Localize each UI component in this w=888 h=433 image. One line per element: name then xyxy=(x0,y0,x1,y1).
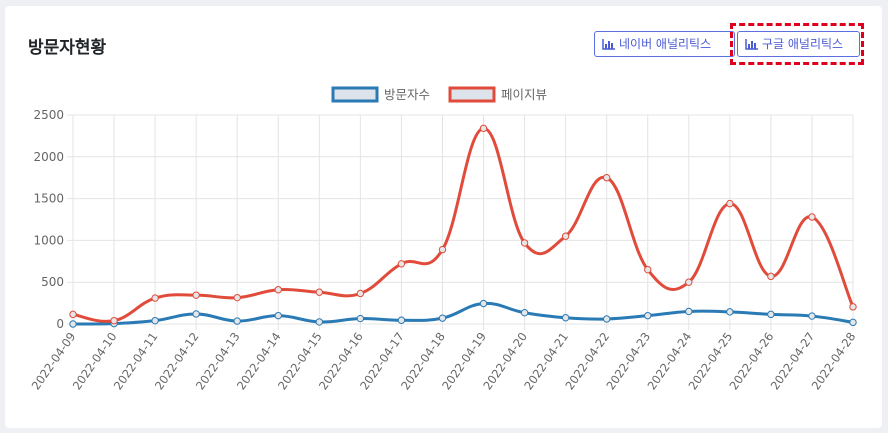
series-line xyxy=(72,126,855,323)
data-point xyxy=(151,294,159,302)
google-analytics-label: 구글 애널리틱스 xyxy=(762,37,844,51)
data-point xyxy=(520,309,529,317)
data-point xyxy=(479,124,488,133)
data-point xyxy=(69,310,77,319)
data-point xyxy=(274,311,282,320)
data-point xyxy=(644,311,652,320)
legend-swatch xyxy=(331,86,379,103)
highlight-box xyxy=(730,23,864,65)
card-title: 방문자현황 xyxy=(28,38,107,58)
data-point xyxy=(356,314,365,323)
data-point xyxy=(849,303,857,311)
data-point xyxy=(315,288,324,296)
visitor-status-card: 방문자현황 네이버 애널리틱스 구글 애널리틱스 0 500 1000 1500 200… xyxy=(5,6,882,428)
data-point xyxy=(685,278,693,286)
line-chart: 050010001500200025002022-04-092022-04-10… xyxy=(29,86,858,392)
legend-label: 방문자수 xyxy=(384,87,430,102)
legend-swatch xyxy=(448,86,496,103)
data-point xyxy=(808,213,816,221)
data-point xyxy=(192,291,200,299)
data-point xyxy=(315,318,324,326)
data-point xyxy=(520,239,529,247)
data-point xyxy=(561,314,570,322)
y-tick-label: 500 xyxy=(41,275,64,289)
data-point xyxy=(561,232,570,240)
data-point xyxy=(192,310,200,318)
data-point xyxy=(685,307,693,316)
naver-analytics-label: 네이버 애널리틱스 xyxy=(619,37,712,51)
data-point xyxy=(397,260,406,268)
data-point xyxy=(849,318,857,327)
y-tick-label: 0 xyxy=(56,317,64,331)
data-point xyxy=(644,265,652,274)
data-point xyxy=(69,320,77,328)
legend-label: 페이지뷰 xyxy=(501,87,547,102)
y-tick-label: 2000 xyxy=(33,150,64,164)
data-point xyxy=(602,174,611,182)
data-point xyxy=(479,299,488,308)
bar-chart-icon xyxy=(602,38,615,50)
y-tick-label: 1500 xyxy=(33,192,64,206)
data-point xyxy=(767,310,775,319)
google-analytics-button[interactable]: 구글 애널리틱스 xyxy=(737,31,860,57)
y-tick-label: 2500 xyxy=(33,108,64,122)
data-point xyxy=(110,316,118,325)
data-point xyxy=(397,316,406,324)
data-point xyxy=(438,314,447,322)
data-point xyxy=(808,312,816,320)
bar-chart-icon xyxy=(745,38,758,50)
data-point xyxy=(151,316,159,325)
data-point xyxy=(233,293,241,302)
data-point xyxy=(233,317,241,325)
y-tick-label: 1000 xyxy=(33,233,64,247)
data-point xyxy=(726,308,734,316)
data-point xyxy=(726,199,734,208)
data-point xyxy=(274,286,282,294)
data-point xyxy=(602,315,611,323)
series-line xyxy=(72,301,854,326)
data-point xyxy=(767,272,775,281)
naver-analytics-button[interactable]: 네이버 애널리틱스 xyxy=(594,31,735,57)
data-point xyxy=(356,289,365,298)
data-point xyxy=(438,245,447,254)
